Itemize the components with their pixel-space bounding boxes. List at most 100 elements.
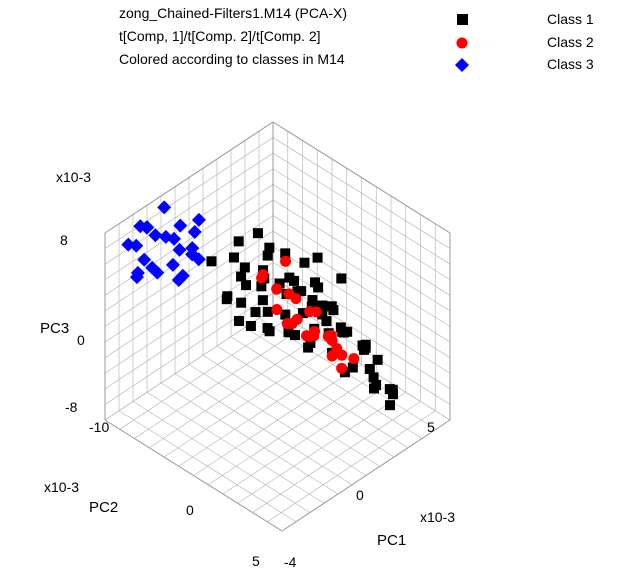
- data-point-class-1: [317, 300, 328, 311]
- data-point-class-1: [305, 338, 316, 349]
- grid-line: [146, 391, 325, 504]
- data-point-class-1: [257, 295, 268, 306]
- data-point-class-1: [283, 327, 294, 338]
- grid-line: [237, 391, 406, 504]
- grid-line: [252, 401, 421, 513]
- data-point-class-1: [290, 330, 301, 341]
- data-point-class-1: [368, 372, 379, 383]
- legend-marker-class-2: [456, 37, 468, 49]
- data-point-class-3: [137, 252, 152, 267]
- data-point-class-1: [229, 252, 240, 263]
- data-point-class-1: [284, 272, 295, 283]
- data-point-class-1: [387, 389, 398, 400]
- data-point-class-1: [239, 262, 250, 273]
- data-point-class-3: [148, 228, 163, 243]
- data-point-class-2: [336, 362, 348, 374]
- pc1-tick-zero: 0: [356, 487, 364, 503]
- pc3-tick-min: -8: [65, 399, 78, 415]
- data-point-class-1: [280, 248, 291, 259]
- data-point-class-3: [130, 265, 145, 280]
- data-point-class-1: [312, 252, 323, 263]
- data-point-class-2: [280, 255, 292, 267]
- data-point-class-2: [271, 304, 283, 316]
- data-point-class-1: [292, 286, 303, 297]
- pc3-tick-max: 8: [60, 232, 68, 248]
- grid-frame-line: [281, 419, 451, 532]
- data-point-class-2: [283, 288, 295, 300]
- legend-label-class-2: Class 2: [547, 34, 594, 50]
- data-point-class-1: [299, 257, 310, 268]
- data-point-class-1: [368, 383, 379, 394]
- data-point-class-3: [191, 252, 206, 267]
- data-point-class-1: [274, 278, 285, 289]
- data-point-class-3: [167, 231, 181, 246]
- data-point-class-3: [175, 268, 190, 283]
- legend-label-class-1: Class 1: [547, 11, 594, 27]
- data-point-class-1: [336, 273, 347, 284]
- data-point-class-2: [326, 350, 338, 362]
- axis-labels: x10-3 8 PC3 0 -8 -10 x10-3 PC2 0 5 5 0 x…: [40, 169, 455, 569]
- data-point-class-1: [250, 307, 261, 318]
- data-point-class-2: [256, 272, 268, 284]
- grid-line: [118, 410, 297, 523]
- data-point-class-2: [322, 330, 334, 342]
- data-point-class-1: [264, 326, 275, 337]
- data-point-class-1: [236, 271, 247, 282]
- pc3-tick-zero: 0: [77, 332, 85, 348]
- data-point-class-1: [357, 340, 368, 351]
- pc2-tick-min: -10: [89, 419, 109, 435]
- data-point-class-1: [236, 297, 247, 308]
- data-point-class-3: [157, 200, 172, 215]
- data-point-class-1: [317, 309, 328, 320]
- data-point-class-1: [364, 363, 375, 374]
- pc3-scale-label: x10-3: [56, 169, 91, 185]
- grid-line: [132, 401, 311, 513]
- data-point-class-1: [245, 320, 256, 331]
- data-point-class-1: [307, 295, 318, 306]
- grid-line: [272, 152, 451, 265]
- data-point-class-1: [264, 242, 275, 253]
- grid-line: [222, 382, 392, 495]
- grid-line: [160, 382, 339, 495]
- data-point-class-1: [338, 327, 349, 338]
- data-point-class-3: [185, 241, 200, 256]
- data-point-class-2: [310, 306, 322, 318]
- pc2-tick-max: 5: [252, 553, 260, 569]
- data-point-class-1: [262, 306, 273, 317]
- data-point-class-3: [191, 212, 206, 227]
- pc3-axis-label: PC3: [40, 320, 69, 337]
- grid-line: [174, 373, 353, 486]
- data-point-class-1: [347, 362, 358, 373]
- grid-line: [267, 410, 436, 523]
- data-point-class-2: [308, 330, 320, 342]
- pc1-tick-min: -4: [284, 554, 297, 569]
- data-point-class-1: [313, 282, 324, 293]
- data-point-class-1: [384, 384, 395, 395]
- data-point-class-1: [321, 316, 332, 327]
- grid-line: [188, 364, 367, 476]
- pc1-tick-max: 5: [427, 419, 435, 435]
- pc1-scale-label: x10-3: [420, 509, 455, 525]
- data-point-class-1: [335, 322, 346, 333]
- data-point-class-1: [221, 294, 232, 305]
- data-point-class-3: [129, 238, 144, 253]
- data-point-class-3: [133, 219, 148, 234]
- data-point-class-1: [252, 228, 263, 239]
- grid-frame-line: [104, 419, 283, 532]
- data-point-class-2: [291, 313, 303, 325]
- legend-marker-class-1: [457, 14, 468, 25]
- data-point-class-1: [262, 250, 273, 261]
- legend: Class 1 Class 2 Class 3: [455, 11, 594, 72]
- data-point-class-1: [385, 400, 396, 411]
- data-point-class-1: [328, 305, 339, 316]
- title-line-1: zong_Chained-Filters1.M14 (PCA-X): [119, 5, 347, 21]
- data-point-class-1: [297, 308, 308, 319]
- data-point-class-3: [172, 242, 187, 257]
- data-point-class-1: [309, 277, 320, 288]
- grid-frame-line: [272, 121, 451, 234]
- data-point-class-3: [165, 257, 180, 272]
- title-line-2: t[Comp, 1]/t[Comp. 2]/t[Comp. 2]: [119, 28, 321, 44]
- title-line-3: Colored according to classes in M14: [119, 51, 345, 67]
- data-point-class-1: [233, 315, 244, 326]
